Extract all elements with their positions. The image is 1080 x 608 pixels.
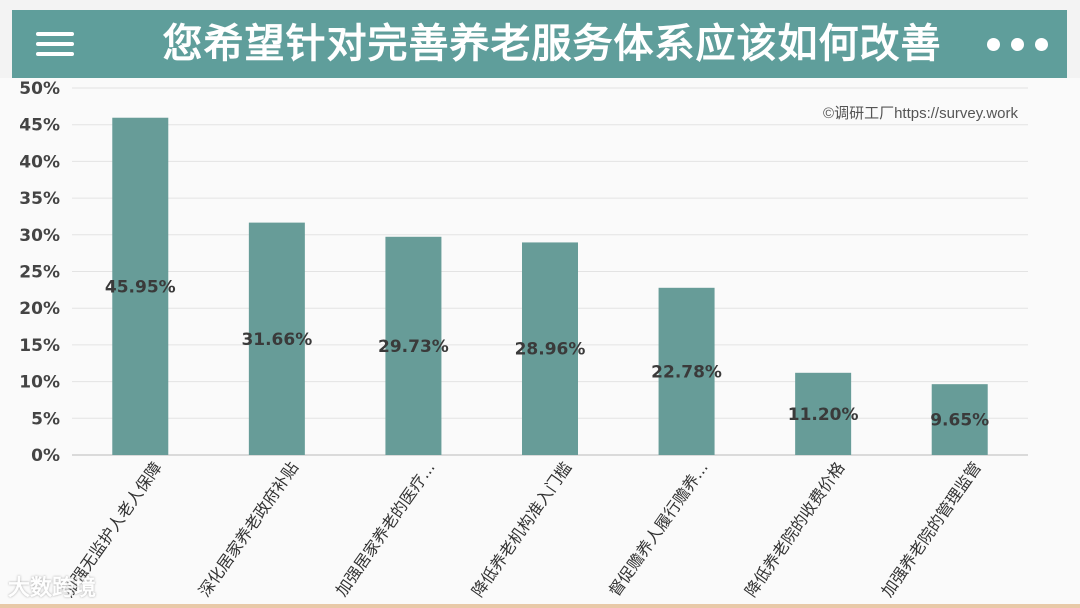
y-tick-label: 30% [19,226,60,246]
bar [795,372,852,455]
y-tick-label: 35% [19,189,60,209]
bar [931,384,988,455]
y-tick-label: 40% [19,152,60,172]
bar-chart: 45.95% 31.66% 29.73% 28.96% 22.78% 11.20% 9.65… [0,78,1080,608]
bar [658,287,715,455]
title-bar: 您希望针对完善养老服务体系应该如何改善 [12,10,1067,78]
y-tick-label: 20% [19,299,60,319]
bar [385,236,442,455]
data-label: 29.73% [378,337,449,357]
data-label: 45.95% [105,277,176,297]
x-tick-label: 深化居家养老政府补贴 [195,458,302,600]
bar [112,117,169,456]
x-tick-label: 加强居家养老的医疗... [332,458,439,599]
data-label: 11.20% [788,405,859,425]
x-tick-label: 督促赡养人履行赡养... [605,458,712,599]
bar [522,242,578,455]
data-label: 9.65% [930,411,989,431]
y-tick-label: 25% [19,263,60,283]
data-label: 28.96% [515,340,586,360]
chart-canvas: 45.95% 31.66% 29.73% 28.96% 22.78% 11.20% 9.65… [19,79,1028,600]
data-label: 31.66% [241,330,312,350]
x-tick-label: 降低养老院的收费价格 [741,458,848,600]
hamburger-menu-icon[interactable] [36,32,74,56]
page-title: 您希望针对完善养老服务体系应该如何改善 [162,21,942,67]
y-tick-label: 5% [31,409,60,429]
y-tick-label: 15% [19,336,60,356]
y-tick-label: 0% [31,446,60,466]
x-tick-label: 加强养老院的管理监管 [878,458,985,600]
data-label: 22.78% [651,362,722,382]
x-tick-label: 降低养老机构准入门槛 [468,458,575,600]
y-tick-label: 50% [19,79,60,99]
bottom-strip [0,604,1080,608]
bar [248,222,305,455]
y-tick-label: 10% [19,373,60,393]
watermark-text: ©调研工厂https://survey.work [823,105,1018,122]
y-tick-label: 45% [19,116,60,136]
brand-logo-text: 大数跨境 [8,576,97,601]
more-dots-icon[interactable] [987,38,1049,52]
